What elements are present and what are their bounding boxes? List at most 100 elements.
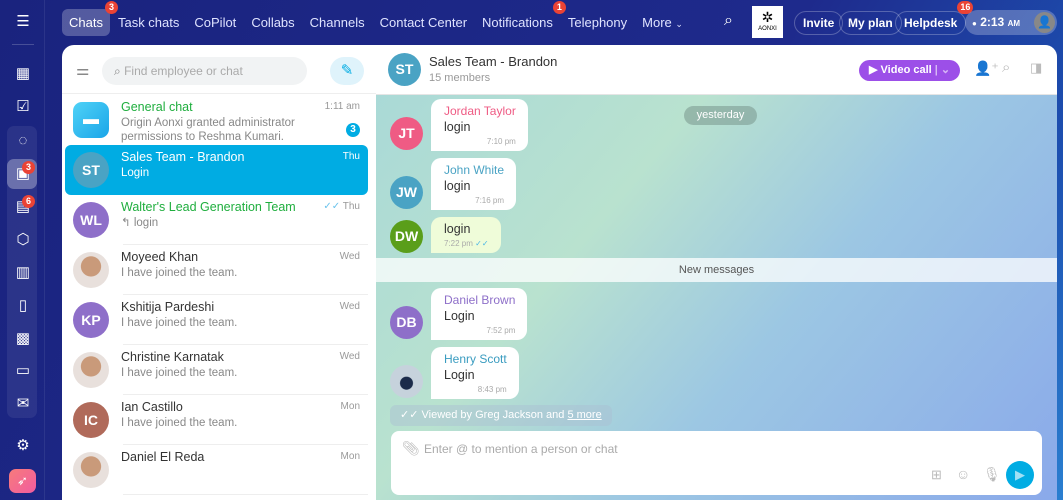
message-sender[interactable]: John White	[444, 163, 505, 177]
video-call-button[interactable]: ▶ Video call | ⌄	[859, 60, 961, 81]
message-input[interactable]: 📎︎ Enter @ to mention a person or chat ⊞…	[391, 431, 1042, 495]
tasks-badge: 6	[22, 195, 35, 208]
sidebar-toggle-icon[interactable]: ◨	[1030, 60, 1043, 75]
message-text: Login	[444, 309, 475, 323]
attach-icon[interactable]: 📎︎	[402, 440, 420, 456]
avatar-photo	[73, 452, 109, 488]
chats-tab-badge: 3	[104, 0, 118, 14]
chat-list-item[interactable]: ▬ General chat Origin Aonxi granted admini…	[65, 95, 368, 145]
chat-time: Mon	[340, 451, 360, 462]
message-avatar[interactable]: DB	[390, 306, 423, 339]
chat-preview: I have joined the team.	[121, 417, 238, 429]
chat-time: Thu	[342, 151, 360, 162]
tab-notifications[interactable]: Notifications 1	[475, 0, 566, 36]
tab-copilot[interactable]: CoPilot	[194, 14, 237, 30]
tab-telephony[interactable]: Telephony	[567, 14, 628, 30]
left-sidebar: ☰ ▦ ☑ ◌ ▣ 3 ▤ 6 ⬡ ▥ ▯ ▩ ▭ ✉ ⚙ ➶	[0, 0, 45, 500]
message-text: login	[444, 120, 471, 134]
chat-time: Wed	[339, 251, 360, 262]
viewed-by: ✓✓ Viewed by Greg Jackson and 5 more	[390, 405, 612, 426]
calendar-icon[interactable]: ▥	[15, 264, 31, 281]
message-time: 7:10 pm	[486, 137, 516, 146]
mail-icon[interactable]: ✉	[16, 395, 30, 412]
message-avatar[interactable]: DW	[390, 220, 423, 253]
chat-preview: Origin Aonxi granted administrator permi…	[121, 117, 295, 143]
send-button[interactable]: ▶	[1006, 461, 1034, 489]
read-check-icon: ✓✓	[323, 201, 343, 212]
my-plan-button[interactable]: My plan	[839, 11, 902, 35]
search-field[interactable]: ⌕ Find employee or chat	[102, 57, 307, 85]
message-sender[interactable]: Henry Scott	[444, 352, 507, 366]
chat-list-item[interactable]: ST Sales Team - Brandon Login Thu	[65, 145, 368, 195]
message-sender[interactable]: Daniel Brown	[444, 293, 516, 307]
microphone-icon[interactable]: 🎙︎	[983, 466, 1001, 482]
tab-contact-center[interactable]: Contact Center	[379, 14, 468, 30]
chat-panel: ST Sales Team - Brandon 15 members ▶ Vid…	[376, 45, 1057, 500]
chat-list-item[interactable]: Moyeed Khan I have joined the team. Wed	[65, 245, 368, 295]
member-count[interactable]: 15 members	[429, 72, 491, 84]
avatar: WL	[73, 202, 109, 238]
chat-list-panel: ⚌ ⌕ Find employee or chat ✎ ▬ General cha…	[62, 45, 376, 500]
chat-name: General chat	[121, 100, 193, 114]
calendar-grid-icon[interactable]: ▦	[15, 65, 31, 82]
date-label: yesterday	[684, 106, 757, 125]
chat-time: Wed	[339, 351, 360, 362]
search-icon[interactable]: ⌕	[724, 12, 733, 29]
tab-more[interactable]: More ⌄	[642, 14, 683, 30]
new-chat-button[interactable]: ✎	[330, 57, 364, 85]
message-bubble: Daniel Brown Login 7:52 pm	[431, 288, 528, 340]
tab-task-chats[interactable]: Task chats	[117, 14, 180, 30]
message-avatar[interactable]: JW	[390, 176, 423, 209]
chat-list-item[interactable]: Christine Karnatak I have joined the team…	[65, 345, 368, 395]
chat-list-item[interactable]: Daniel El Reda Mon	[65, 445, 368, 495]
message-bubble: John White login 7:16 pm	[431, 158, 517, 210]
menu-icon[interactable]: ☰	[16, 13, 30, 30]
message-time: 7:16 pm	[475, 196, 505, 205]
settings-icon[interactable]: ⚙	[16, 437, 30, 454]
add-user-icon[interactable]: 👤⁺	[974, 60, 999, 76]
message-text: login	[444, 179, 471, 193]
viewed-more-link[interactable]: 5 more	[567, 409, 602, 421]
tab-collabs[interactable]: Collabs	[251, 14, 295, 30]
tab-channels[interactable]: Channels	[309, 14, 365, 30]
chat-time: ✓✓ Thu	[323, 201, 360, 212]
video-camera-icon: ▶	[869, 64, 878, 76]
tab-chats[interactable]: Chats 3	[62, 0, 118, 36]
filter-icon[interactable]: ⚌	[76, 62, 90, 79]
chats-badge: 3	[22, 161, 35, 174]
chat-preview: ↰ login	[121, 217, 159, 229]
document-icon[interactable]: ▯	[18, 297, 28, 314]
chat-name: Christine Karnatak	[121, 350, 224, 364]
chat-preview: I have joined the team.	[121, 267, 238, 279]
tasks-check-icon[interactable]: ☑	[16, 98, 30, 115]
helpdesk-badge: 16	[957, 1, 974, 14]
chat-list-item[interactable]: IC Ian Castillo I have joined the team. Mon	[65, 395, 368, 445]
chat-name: Moyeed Khan	[121, 250, 199, 264]
chat-title[interactable]: Sales Team - Brandon	[429, 54, 558, 69]
message-avatar[interactable]: JT	[390, 117, 423, 150]
search-icon[interactable]: ⌕	[1002, 59, 1011, 76]
rocket-button[interactable]: ➶	[9, 469, 36, 493]
helpdesk-button[interactable]: Helpdesk 16	[895, 1, 974, 35]
company-logo[interactable]: ✲ AONXI	[752, 6, 783, 38]
board-icon[interactable]: ▩	[15, 330, 31, 347]
apps-icon[interactable]: ⊞	[931, 467, 942, 482]
chat-list-item[interactable]: KP Kshitija Pardeshi I have joined the tea…	[65, 295, 368, 345]
clock-widget[interactable]: ● 2:13 AM 👤	[965, 10, 1057, 35]
message-avatar[interactable]	[390, 365, 423, 398]
emoji-icon[interactable]: ☺	[956, 466, 971, 482]
drive-icon[interactable]: ▭	[15, 362, 31, 379]
message-time: 7:52 pm	[486, 326, 516, 335]
sidebar-group	[7, 126, 37, 418]
hexagon-icon[interactable]: ⬡	[16, 231, 30, 248]
invite-button[interactable]: Invite	[794, 11, 844, 35]
message-sender[interactable]: Jordan Taylor	[444, 104, 516, 118]
message-bubble: login 7:22 pm ✓✓	[431, 217, 501, 253]
avatar[interactable]: 👤	[1034, 12, 1055, 33]
chat-avatar[interactable]: ST	[388, 53, 421, 86]
avatar-photo	[73, 252, 109, 288]
chat-list-item[interactable]: WL Walter's Lead Generation Team ↰ login ✓✓…	[65, 195, 368, 245]
feed-icon[interactable]: ◌	[18, 132, 28, 149]
top-nav: Chats 3 Task chats CoPilot Collabs Channe…	[62, 0, 691, 44]
message-text: Login	[444, 368, 475, 382]
